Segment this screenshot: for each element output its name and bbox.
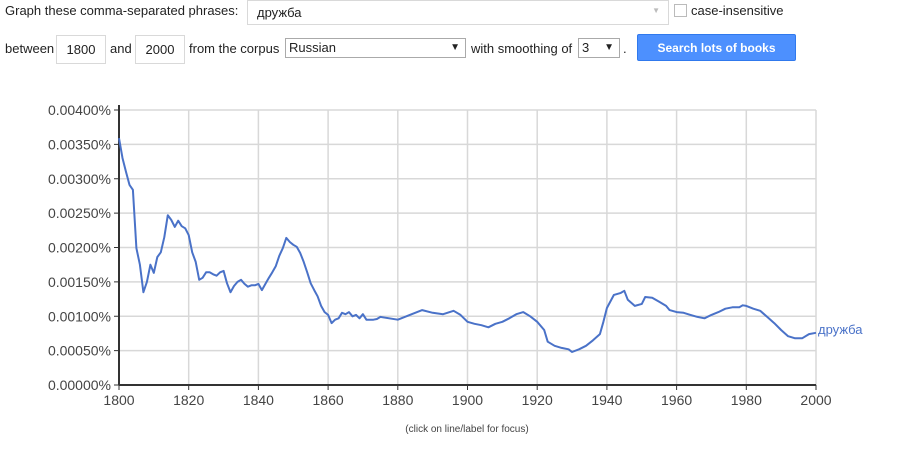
y-tick-label: 0.00300%: [48, 171, 111, 187]
y-tick-label: 0.00350%: [48, 136, 111, 152]
y-tick-label: 0.00200%: [48, 240, 111, 256]
corpus-select[interactable]: Russian ▼: [285, 38, 466, 58]
footer-note: (click on line/label for focus): [405, 424, 528, 435]
smoothing-value: 3: [582, 40, 590, 55]
smoothing-label: with smoothing of: [471, 41, 573, 56]
x-tick-label: 1940: [591, 392, 622, 408]
case-insensitive-checkbox[interactable]: [674, 4, 687, 17]
x-tick-label: 1980: [731, 392, 762, 408]
corpus-value: Russian: [289, 40, 336, 55]
chevron-down-icon: ▼: [604, 42, 614, 53]
series-line-druzhba[interactable]: [118, 138, 817, 353]
phrases-value: дружба: [257, 5, 302, 20]
y-tick-label: 0.00150%: [48, 274, 111, 290]
series-label-druzhba[interactable]: дружба: [818, 322, 863, 337]
x-tick-label: 1800: [103, 392, 134, 408]
x-tick-label: 1840: [243, 392, 274, 408]
y-tick-label: 0.00050%: [48, 343, 111, 359]
x-tick-label: 1900: [452, 392, 483, 408]
between-label: between: [5, 41, 55, 56]
phrases-label: Graph these comma-separated phrases:: [5, 3, 239, 18]
chevron-down-icon: ▼: [450, 42, 460, 53]
y-tick-label: 0.00400%: [48, 102, 111, 118]
y-tick-label: 0.00100%: [48, 308, 111, 324]
smoothing-select[interactable]: 3 ▼: [578, 38, 620, 58]
y-tick-label: 0.00250%: [48, 205, 111, 221]
phrases-input[interactable]: дружба ▼: [247, 0, 669, 25]
x-tick-label: 1880: [382, 392, 413, 408]
x-tick-label: 1820: [173, 392, 204, 408]
start-year-input[interactable]: 1800: [56, 35, 106, 64]
y-tick-label: 0.00000%: [48, 377, 111, 393]
period: .: [623, 41, 627, 56]
search-button[interactable]: Search lots of books: [637, 34, 796, 61]
x-tick-label: 1860: [313, 392, 344, 408]
x-tick-label: 1920: [522, 392, 553, 408]
and-label: and: [110, 41, 132, 56]
case-insensitive-label: case-insensitive: [691, 3, 784, 18]
x-tick-label: 2000: [800, 392, 831, 408]
x-tick-label: 1960: [661, 392, 692, 408]
corpus-label: from the corpus: [189, 41, 280, 56]
end-year-input[interactable]: 2000: [135, 35, 185, 64]
dropdown-arrow-icon[interactable]: ▼: [652, 6, 660, 15]
